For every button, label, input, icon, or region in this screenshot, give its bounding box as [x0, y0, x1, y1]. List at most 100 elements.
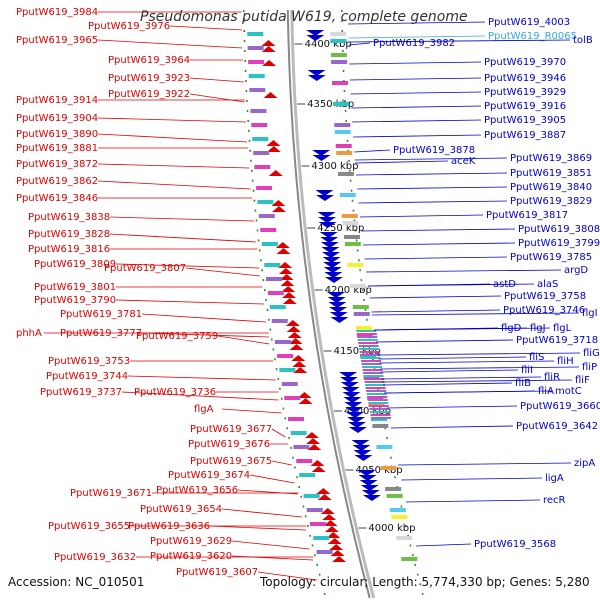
right-leader-line — [371, 312, 580, 316]
gene-label-right: PputW619_3916 — [484, 101, 566, 112]
gene-label-right: ligA — [545, 473, 564, 484]
feature-block-left — [313, 536, 330, 540]
gene-label-right: PputW619_3785 — [510, 252, 592, 263]
right-leader-line — [359, 214, 484, 218]
feature-block-left — [252, 137, 269, 141]
gene-label-right: motC — [555, 386, 582, 397]
gene-label-right: fliS — [529, 352, 544, 363]
forward-gene-arrow — [332, 556, 347, 562]
feature-block-right — [344, 235, 361, 239]
reverse-gene-arrow — [315, 190, 334, 196]
right-leader-line — [361, 228, 516, 232]
feature-cluster-block — [357, 336, 378, 338]
reverse-gene-arrow — [330, 317, 349, 323]
reverse-gene-arrow — [320, 242, 339, 248]
feature-block-left — [248, 74, 265, 78]
forward-gene-arrow — [320, 508, 335, 514]
gene-label-right: PputW619_3851 — [510, 168, 592, 179]
scale-tick-label: 4050 kbp — [356, 465, 403, 476]
forward-gene-arrow — [306, 438, 321, 444]
left-leader-line — [189, 77, 244, 83]
left-leader-line — [271, 428, 286, 438]
gene-label-right: PputW619_3718 — [516, 335, 598, 346]
left-leader-line — [97, 117, 246, 123]
reverse-gene-arrow — [322, 257, 341, 263]
forward-gene-arrow — [266, 140, 281, 146]
feature-block-left — [306, 508, 323, 512]
feature-cluster-block — [368, 405, 389, 407]
reverse-gene-arrow — [360, 485, 379, 491]
forward-gene-arrow — [276, 248, 291, 254]
feature-cluster-block — [356, 333, 377, 335]
gene-label-left: PputW619_3737 — [40, 387, 122, 398]
forward-gene-arrow — [311, 466, 326, 472]
left-leader-line — [127, 375, 276, 381]
feature-block-left — [264, 263, 281, 267]
genome-title: Pseudomonas putida W619, complete genome — [140, 9, 468, 25]
feature-block-right — [339, 193, 356, 197]
feature-cluster-block — [371, 417, 392, 419]
gene-label-left: PputW619_3607 — [176, 567, 258, 578]
reverse-gene-arrow — [315, 195, 334, 201]
feature-cluster-block — [361, 363, 382, 365]
reverse-gene-arrow — [325, 277, 344, 283]
gene-label-right: PputW619_3829 — [510, 196, 592, 207]
feature-block-right — [353, 312, 370, 316]
feature-block-left — [269, 305, 286, 309]
left-leader-line — [97, 180, 251, 190]
scale-tick-label: 4400 kbp — [305, 39, 352, 50]
right-leader-line — [352, 119, 482, 123]
feature-cluster-block — [363, 375, 384, 377]
gene-label-left: PputW619_3984 — [16, 7, 98, 18]
feature-block-left — [249, 88, 266, 92]
gene-label-right: PputW619_3817 — [486, 210, 568, 221]
gene-label-left: PputW619_3890 — [16, 129, 98, 140]
forward-gene-arrow — [281, 286, 296, 292]
reverse-gene-arrow — [318, 217, 337, 223]
reverse-gene-arrow — [347, 422, 366, 428]
reverse-gene-arrow — [362, 495, 381, 501]
forward-gene-arrow — [278, 262, 293, 268]
gene-label-left: PputW619_3801 — [34, 282, 116, 293]
feature-block-right — [352, 305, 369, 309]
forward-gene-arrow — [304, 432, 319, 438]
forward-gene-arrow — [322, 514, 337, 520]
gene-label-left: PputW619_3656 — [156, 485, 238, 496]
gene-label-right: recR — [543, 495, 566, 506]
reverse-gene-arrow — [307, 75, 326, 81]
feature-cluster-block — [364, 378, 385, 380]
right-leader-line — [354, 160, 449, 164]
forward-gene-arrow — [327, 538, 342, 544]
feature-cluster-block — [367, 396, 388, 398]
right-leader-line — [416, 543, 472, 547]
gene-label-left: PputW619_3964 — [108, 55, 190, 66]
feature-block-left — [248, 60, 265, 64]
feature-block-right — [380, 466, 397, 470]
left-leader-line — [257, 571, 318, 581]
feature-cluster-block — [358, 342, 379, 344]
backbone-outer — [290, 9, 376, 599]
forward-gene-arrow — [285, 320, 300, 326]
left-leader-line — [169, 25, 243, 31]
gene-label-left: PputW619_3674 — [168, 470, 250, 481]
reverse-gene-arrow — [339, 377, 358, 383]
gene-label-right: PputW619_4003 — [488, 17, 570, 28]
right-leader-line — [387, 405, 518, 409]
feature-block-left — [279, 368, 296, 372]
gene-label-left: PputW619_3904 — [16, 113, 98, 124]
reverse-gene-arrow — [339, 372, 358, 378]
feature-block-left — [267, 291, 284, 295]
forward-gene-arrow — [271, 206, 286, 212]
left-leader-line — [97, 163, 250, 169]
gene-label-right: PputW619_3660 — [520, 401, 600, 412]
forward-gene-arrow — [279, 274, 294, 280]
feature-block-left — [281, 382, 298, 386]
gene-label-left: PputW619_3872 — [16, 159, 98, 170]
gene-label-left: flgA — [194, 404, 214, 415]
feature-cluster-block — [364, 381, 385, 383]
right-leader-line — [362, 242, 516, 246]
right-leader-line — [381, 376, 542, 380]
left-leader-line — [141, 313, 267, 323]
forward-gene-arrow — [307, 444, 322, 450]
